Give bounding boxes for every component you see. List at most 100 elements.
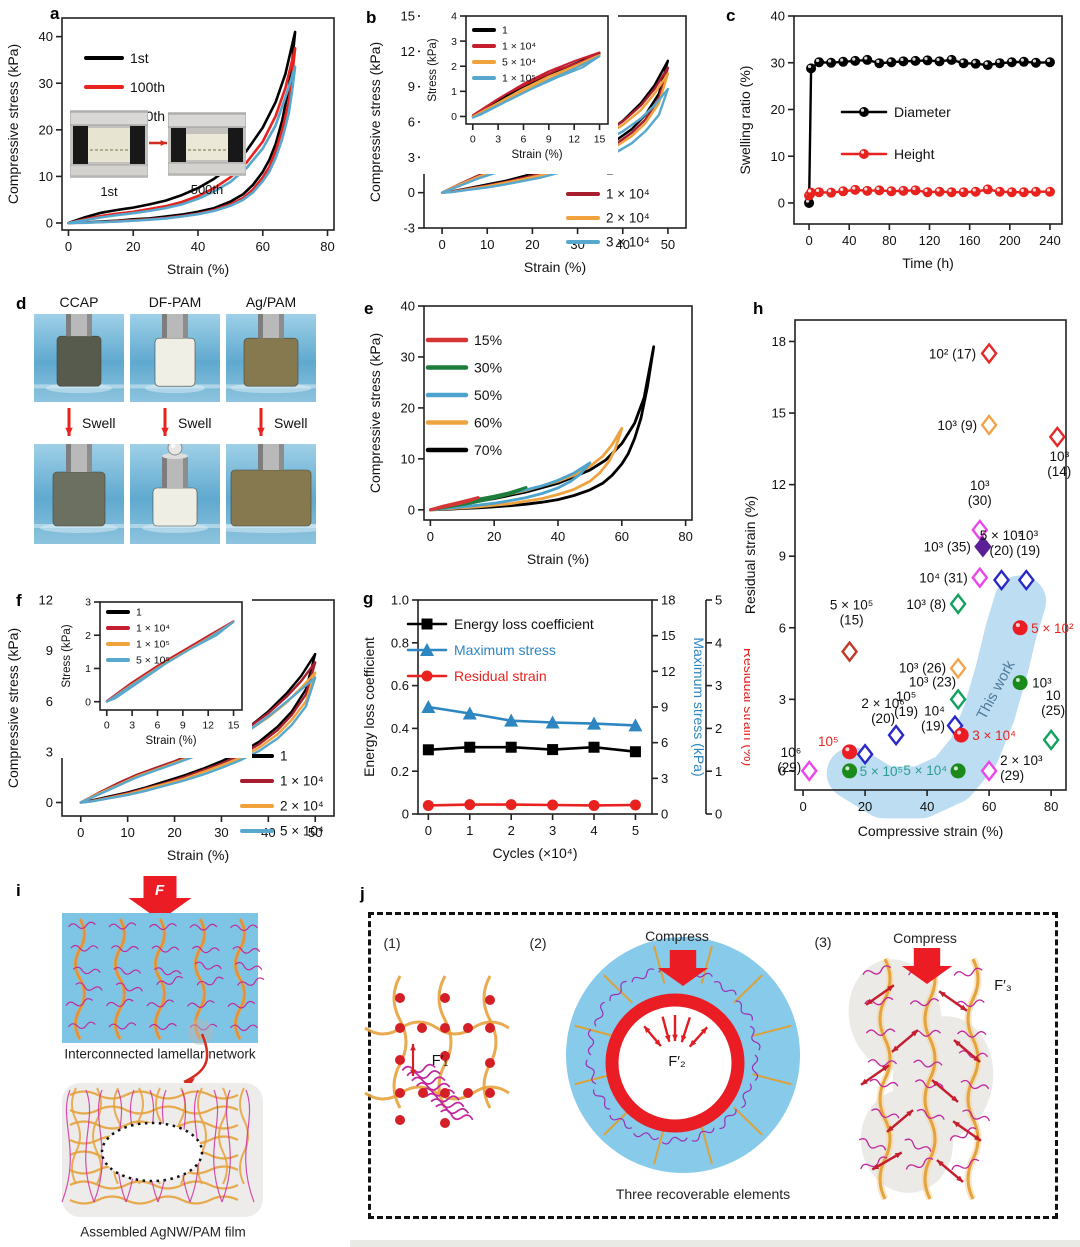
panel-j-schematic: (1) (2) Compress (3) Compress F′₁ F′₂ F′… [335, 878, 1080, 1223]
svg-text:15%: 15% [474, 332, 502, 348]
photo-ccap-before [34, 288, 124, 402]
svg-text:6: 6 [155, 720, 161, 732]
svg-text:5: 5 [632, 823, 639, 838]
svg-text:10³(30): 10³ (30) [968, 478, 992, 508]
svg-text:0: 0 [402, 807, 409, 822]
svg-text:3: 3 [661, 771, 668, 786]
svg-text:10³ (23): 10³ (23) [909, 674, 956, 689]
down-arrow-icon [161, 408, 169, 436]
panel-letter-c: c [726, 6, 736, 25]
force-2-label: F′₂ [668, 1054, 686, 1070]
svg-text:40: 40 [191, 239, 205, 254]
svg-text:6: 6 [661, 735, 668, 750]
svg-text:5: 5 [715, 593, 722, 608]
svg-text:20: 20 [167, 825, 181, 840]
svg-text:4: 4 [590, 823, 597, 838]
svg-text:4: 4 [451, 11, 457, 23]
svg-text:6: 6 [521, 134, 527, 146]
svg-text:20: 20 [126, 239, 140, 254]
panel-letter-i: i [16, 881, 21, 900]
svg-text:15: 15 [772, 406, 786, 421]
svg-text:3: 3 [715, 678, 722, 693]
svg-text:0: 0 [805, 233, 812, 248]
force-label: F [155, 882, 165, 899]
swell-label: Swell [178, 415, 212, 431]
svg-text:0: 0 [799, 799, 806, 814]
svg-text:50: 50 [661, 237, 675, 252]
swell-label: Swell [82, 415, 116, 431]
caption-agnw-pam-film: Assembled AgNW/PAM film [80, 1224, 246, 1240]
panel-f-inset-chart: 0 3 6 9 12 15 0 1 2 3 Strain (%) Stress (kPa) 1 1 × 1… [54, 590, 252, 758]
svg-text:18: 18 [661, 593, 675, 608]
svg-text:6: 6 [46, 694, 53, 709]
panel-h-chart: 0 20 40 60 80 0 3 6 9 12 15 18 Compressive strain (%… [740, 288, 1080, 872]
svg-text:1 × 10⁴: 1 × 10⁴ [136, 623, 170, 635]
svg-text:1.0: 1.0 [391, 593, 409, 608]
svg-text:Height: Height [894, 146, 935, 162]
panel-letter-e: e [364, 299, 374, 318]
svg-text:5 × 10⁵: 5 × 10⁵ [136, 655, 170, 667]
svg-text:18: 18 [772, 334, 786, 349]
svg-text:70%: 70% [474, 442, 502, 458]
panel-b-chart: 0 3 6 9 12 15 0 1 2 3 4 Strain (%) Stress (kPa) 1 1 × … [358, 2, 702, 286]
svg-text:3 × 10⁴: 3 × 10⁴ [972, 728, 1016, 743]
svg-text:2 × 10⁶(20): 2 × 10⁶ (20) [861, 696, 904, 726]
svg-text:20: 20 [858, 799, 872, 814]
svg-text:3: 3 [85, 597, 91, 609]
svg-text:Strain (%): Strain (%) [524, 259, 586, 275]
svg-text:40: 40 [39, 29, 53, 44]
svg-text:80: 80 [1044, 799, 1058, 814]
svg-text:0: 0 [661, 807, 668, 822]
svg-text:10⁴ (31): 10⁴ (31) [919, 571, 968, 586]
svg-text:3: 3 [495, 134, 501, 146]
svg-text:60: 60 [982, 799, 996, 814]
svg-text:1: 1 [715, 764, 722, 779]
svg-text:9: 9 [779, 549, 786, 564]
svg-text:Maximum stress (kPa): Maximum stress (kPa) [691, 637, 707, 776]
panel-a-inset-label-1st: 1st [100, 184, 118, 199]
svg-text:10⁶(29): 10⁶ (29) [777, 745, 801, 775]
svg-text:10³(14): 10³ (14) [1047, 449, 1071, 479]
svg-text:60: 60 [256, 239, 270, 254]
svg-text:10: 10 [39, 169, 53, 184]
cropped-caption-strip [350, 1240, 1080, 1247]
force-1-label: F′₁ [431, 1053, 449, 1069]
svg-text:10(25): 10 (25) [1041, 688, 1065, 718]
svg-text:10³ (26): 10³ (26) [899, 660, 946, 675]
svg-text:5 × 10²: 5 × 10² [1031, 621, 1074, 636]
svg-text:5 × 10⁴: 5 × 10⁴ [903, 763, 947, 778]
svg-text:20: 20 [487, 529, 501, 544]
svg-text:240: 240 [1039, 233, 1061, 248]
svg-text:Stress (kPa): Stress (kPa) [427, 38, 439, 101]
svg-text:10: 10 [771, 149, 785, 164]
svg-text:1: 1 [85, 663, 91, 675]
svg-text:30: 30 [570, 237, 584, 252]
svg-text:1st: 1st [130, 50, 149, 66]
svg-text:Strain (%): Strain (%) [145, 735, 196, 747]
panel-a-inset-photo-500th [167, 112, 247, 176]
svg-text:60: 60 [615, 529, 629, 544]
svg-text:0: 0 [779, 763, 786, 778]
svg-text:0: 0 [408, 502, 415, 517]
svg-text:12: 12 [772, 477, 786, 492]
svg-text:Compressive stress (kPa): Compressive stress (kPa) [367, 333, 383, 493]
svg-text:1: 1 [502, 25, 508, 37]
recoverable-elements-art [364, 937, 994, 1201]
force-3-label: F′₃ [994, 978, 1012, 994]
svg-text:10⁵: 10⁵ [818, 734, 839, 749]
svg-text:10³ (8): 10³ (8) [906, 597, 946, 612]
svg-text:3: 3 [129, 720, 135, 732]
item-3-label: (3) [814, 934, 832, 950]
down-arrow-icon [65, 408, 73, 436]
svg-text:1 × 10⁵: 1 × 10⁵ [136, 639, 170, 651]
svg-text:40: 40 [920, 799, 934, 814]
svg-text:30: 30 [214, 825, 228, 840]
svg-text:0.6: 0.6 [391, 678, 409, 693]
svg-text:Strain (%): Strain (%) [511, 149, 562, 161]
panel-letter-f: f [16, 591, 22, 610]
svg-text:40: 40 [771, 9, 785, 24]
svg-text:12: 12 [202, 720, 214, 732]
svg-text:Stress (kPa): Stress (kPa) [61, 624, 73, 687]
dashed-frame [368, 912, 1058, 1219]
